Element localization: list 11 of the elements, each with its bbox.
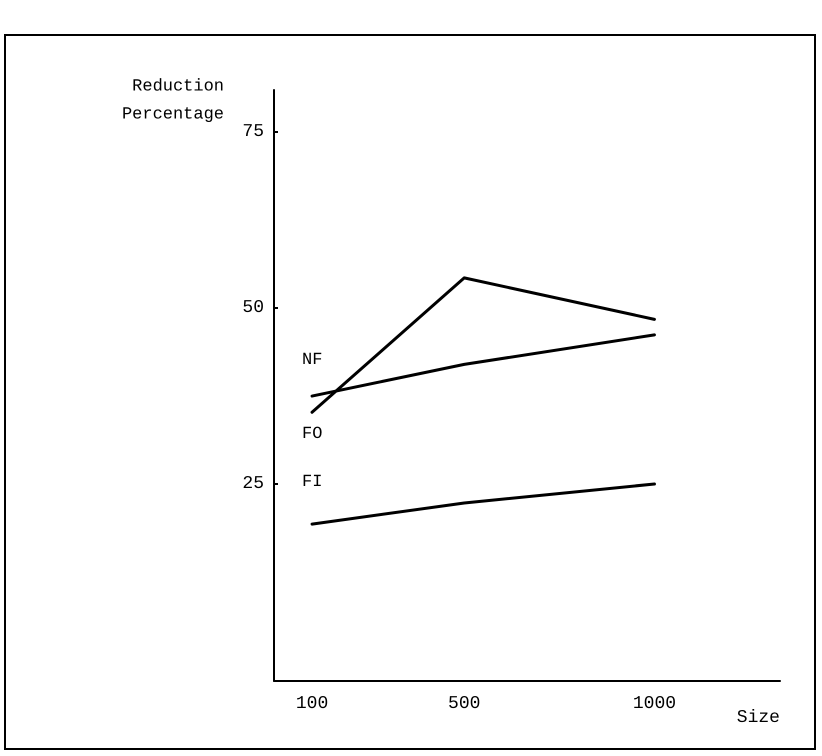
x-tick-label: 100 (296, 694, 328, 714)
x-axis-title: Size (736, 708, 780, 728)
series-label: FO (302, 425, 322, 444)
x-tick-label: 1000 (632, 694, 676, 714)
y-tick-label: 50 (242, 298, 264, 318)
series-label: FI (302, 473, 322, 492)
x-tick-label: 500 (448, 694, 480, 714)
y-axis-title: Reduction Percentage (122, 77, 224, 124)
y-tick-label: 75 (242, 122, 264, 142)
series-label: NF (302, 351, 322, 370)
y-tick-label: 25 (242, 474, 264, 494)
